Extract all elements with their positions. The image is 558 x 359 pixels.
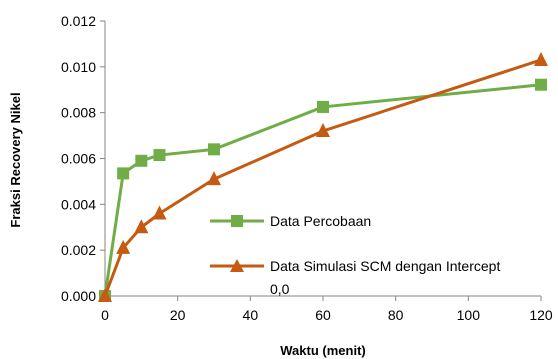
data-point-triangle	[316, 123, 330, 137]
x-tick-label: 80	[388, 307, 404, 323]
x-tick-label: 20	[170, 307, 186, 323]
tick-labels: 0 20 40 60 80 100 120 0.000 0.002 0.004 0.006 0.008…	[61, 13, 553, 323]
data-point-triangle	[116, 239, 131, 254]
y-tick-label: 0.000	[61, 288, 96, 304]
legend-marker-percobaan	[231, 215, 243, 227]
x-tick-label: 0	[101, 307, 109, 323]
y-tick-label: 0.002	[61, 242, 96, 258]
data-point-square	[117, 167, 130, 180]
legend-label-simulasi-line2: 0,0	[270, 281, 290, 297]
data-point-square	[535, 78, 547, 91]
data-point-square	[153, 149, 166, 162]
legend-label-simulasi: Data Simulasi SCM dengan Intercept	[270, 258, 500, 274]
legend-item-percobaan: Data Percobaan	[210, 213, 371, 229]
x-tick-label: 100	[457, 307, 481, 323]
x-axis-title: Waktu (menit)	[280, 343, 365, 358]
y-tick-label: 0.012	[61, 13, 96, 29]
legend: Data Percobaan Data Simulasi SCM dengan …	[210, 213, 500, 297]
data-point-square	[317, 100, 329, 113]
data-point-triangle	[134, 219, 149, 234]
data-point-triangle	[534, 51, 548, 66]
series-layer	[98, 51, 548, 302]
data-point-square	[208, 143, 220, 156]
x-tick-label: 60	[315, 307, 331, 323]
legend-marker-simulasi	[230, 259, 244, 272]
y-tick-label: 0.006	[61, 151, 96, 167]
data-point-square	[135, 154, 148, 167]
y-axis-title: Fraksi Recovery Nikel	[8, 92, 23, 227]
data-point-triangle	[98, 288, 112, 302]
data-point-triangle	[207, 171, 221, 186]
series-simulasi	[98, 51, 548, 302]
axes	[100, 20, 542, 301]
legend-label-percobaan: Data Percobaan	[270, 213, 371, 229]
y-tick-label: 0.004	[61, 196, 96, 212]
legend-item-simulasi: Data Simulasi SCM dengan Intercept 0,0	[210, 258, 500, 297]
data-point-triangle	[152, 205, 167, 220]
y-tick-label: 0.010	[61, 59, 96, 75]
x-tick-label: 120	[529, 307, 553, 323]
x-tick-label: 40	[243, 307, 259, 323]
y-tick-label: 0.008	[61, 105, 96, 121]
